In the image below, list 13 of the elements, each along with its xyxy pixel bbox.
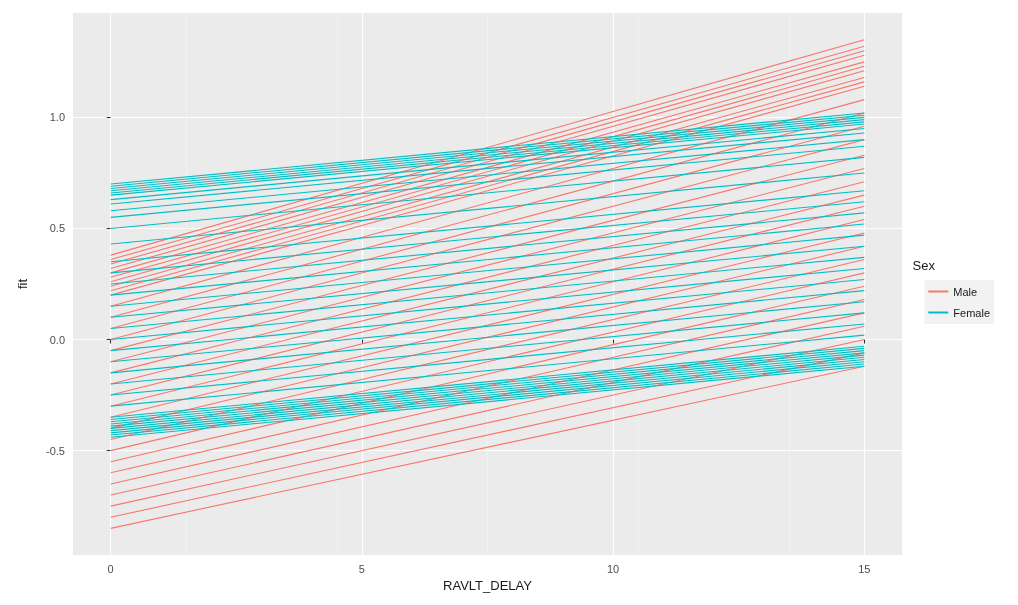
y-tick-label: -0.5 xyxy=(46,444,65,457)
x-tick-label: 0 xyxy=(107,562,114,575)
legend-label: Female xyxy=(953,306,991,319)
y-tick-label: 1.0 xyxy=(49,111,65,124)
x-axis-title: RAVLT_DELAY xyxy=(443,578,533,593)
y-tick-label: 0.5 xyxy=(49,222,65,235)
legend-title: Sex xyxy=(912,258,936,273)
y-tick-label: 0.0 xyxy=(49,333,65,346)
x-tick-label: 5 xyxy=(358,562,365,575)
x-tick-label: 15 xyxy=(858,562,871,575)
legend-label: Male xyxy=(953,285,978,298)
x-tick-label: 10 xyxy=(606,562,620,575)
y-axis-title: fit xyxy=(15,278,30,290)
